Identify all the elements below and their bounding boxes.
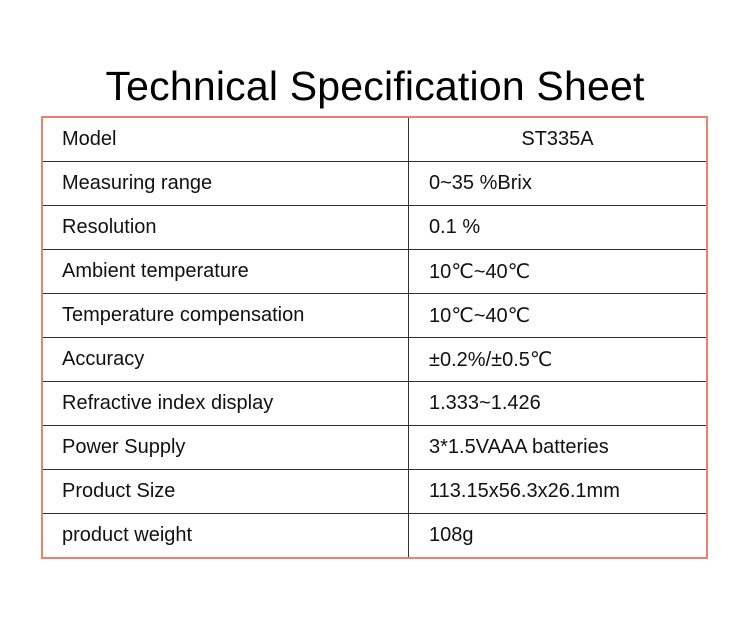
spec-row-product-size: Product Size 113.15x56.3x26.1mm (42, 469, 707, 514)
spec-value: 0~35 %Brix (408, 161, 707, 206)
spec-value: 0.1 % (408, 205, 707, 250)
spec-row-model: Model ST335A (42, 117, 707, 162)
spec-value: 10℃~40℃ (408, 293, 707, 338)
spec-row-power-supply: Power Supply 3*1.5VAAA batteries (42, 425, 707, 470)
spec-row-ambient-temperature: Ambient temperature 10℃~40℃ (42, 249, 707, 294)
spec-value: 113.15x56.3x26.1mm (408, 469, 707, 514)
spec-row-measuring-range: Measuring range 0~35 %Brix (42, 161, 707, 206)
spec-label: product weight (42, 513, 409, 558)
spec-row-temperature-compensation: Temperature compensation 10℃~40℃ (42, 293, 707, 338)
spec-value: ±0.2%/±0.5℃ (408, 337, 707, 382)
spec-row-product-weight: product weight 108g (42, 513, 707, 558)
spec-value: 1.333~1.426 (408, 381, 707, 426)
spec-label: Resolution (42, 205, 409, 250)
page-title: Technical Specification Sheet (105, 63, 645, 110)
spec-table: Model ST335A Measuring range 0~35 %Brix … (41, 116, 708, 559)
spec-label: Model (42, 117, 409, 162)
spec-label: Power Supply (42, 425, 409, 470)
spec-label: Refractive index display (42, 381, 409, 426)
spec-row-refractive-index: Refractive index display 1.333~1.426 (42, 381, 707, 426)
spec-label: Ambient temperature (42, 249, 409, 294)
spec-label: Measuring range (42, 161, 409, 206)
spec-row-accuracy: Accuracy ±0.2%/±0.5℃ (42, 337, 707, 382)
spec-value: 10℃~40℃ (408, 249, 707, 294)
spec-row-resolution: Resolution 0.1 % (42, 205, 707, 250)
spec-label: Temperature compensation (42, 293, 409, 338)
spec-value: ST335A (408, 117, 707, 162)
spec-label: Product Size (42, 469, 409, 514)
spec-label: Accuracy (42, 337, 409, 382)
spec-value: 108g (429, 524, 474, 546)
spec-value: 3*1.5VAAA batteries (408, 425, 707, 470)
